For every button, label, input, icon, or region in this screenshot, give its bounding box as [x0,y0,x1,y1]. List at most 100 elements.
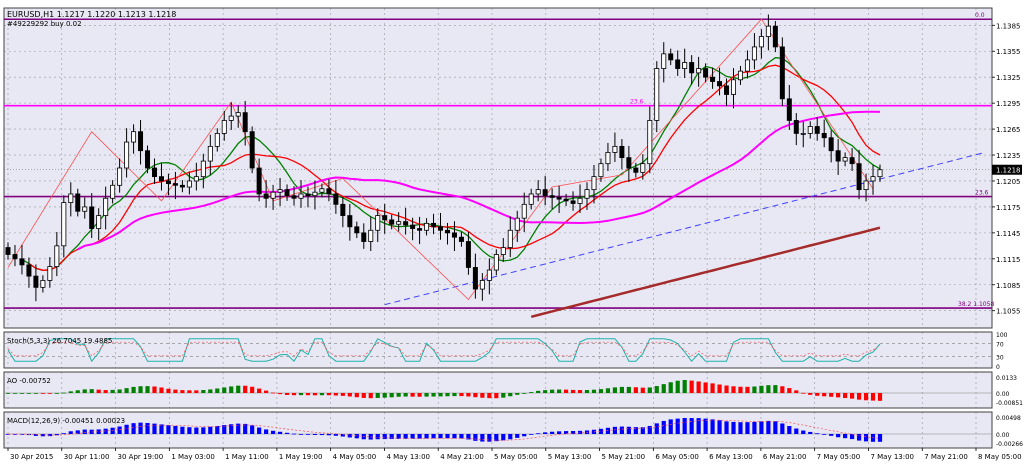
macd-bar [563,431,569,434]
macd-bar [312,434,318,435]
ao-bar [159,387,164,393]
candle-body [431,222,437,228]
price-axis: 1.1385 1.1355 1.1325 1.1295 1.1265 1.1235 1.12… [992,22,1022,316]
macd-bar [117,426,122,434]
macd-bar [298,434,304,435]
ao-bar [494,393,499,399]
candle-body [145,150,151,169]
candle-body [661,53,667,69]
ma-brown-line [530,226,881,319]
macd-bar [410,434,415,439]
ao-bar [417,393,422,397]
macd-bar [550,431,555,434]
ao-bar [298,393,304,396]
ao-bar [829,393,834,397]
ao-bar [277,393,283,395]
candle-body [703,68,709,78]
candle-body [179,184,185,188]
candle-body [424,222,430,231]
ao-bar [633,387,638,393]
time-label: 30 Apr 2015 [10,453,53,461]
ao-bar [75,390,80,393]
candle-body [751,46,757,61]
symbol-line: EURUSD,H1 1.1217 1.1220 1.1213 1.1218 [7,10,176,19]
ao-bar [68,391,73,393]
macd-bar [33,434,38,436]
candle-body [556,197,562,200]
ao-bar [257,388,262,393]
candle-body [842,157,848,162]
ao-bar [445,393,450,397]
current-price-label: 1.1218 [996,167,1021,175]
candle-body [89,206,95,229]
ao-bar [452,393,457,397]
ao-tick-label: -0.00851 [996,400,1023,407]
macd-bar [843,434,848,439]
candle-body [535,189,541,195]
macd-bar [466,434,471,440]
macd-bar [194,427,199,434]
candle-body [549,195,555,198]
ao-bar [543,390,548,393]
candle-body [717,81,723,87]
ao-bar [529,392,534,393]
candle-body [242,112,248,133]
candle-body [354,226,360,234]
macd-bar [103,428,108,434]
ao-bar [508,393,513,397]
candle-body [598,163,604,178]
trend-line [384,151,986,306]
macd-bar [689,418,694,434]
macd-bar [152,423,157,434]
time-label: 6 May 13:00 [709,453,753,461]
ao-bar [89,389,94,393]
ao-bar [19,393,25,394]
macd-bar [354,434,359,439]
macd-bar [668,419,673,434]
ao-bar [131,386,136,393]
time-label: 5 May 21:00 [602,453,646,461]
macd-bar [347,434,352,438]
macd-bar [591,429,597,434]
price-tick-label: 1.1055 [996,308,1021,316]
macd-bar [850,434,855,440]
candle-body [54,245,60,267]
ao-bar [759,385,764,393]
candle-body [807,126,813,134]
macd-bar [277,431,283,434]
macd-bar [166,425,171,434]
ao-bar [563,389,569,393]
macd-bar [180,426,185,434]
candle-body [863,180,869,191]
macd-bar [340,434,345,437]
ao-bar [26,393,32,394]
macd-bar [557,431,562,434]
ao-bar [682,380,687,393]
time-label: 1 May 03:00 [171,453,215,461]
candle-body [165,180,171,184]
ao-bar [5,393,11,394]
candle-body [207,145,213,162]
stoch-label: Stoch(5,3,3) 26.7045 19.4885 [7,337,112,345]
candle-body [326,188,332,195]
candle-body [828,137,834,152]
ao-bar [794,390,799,393]
candle-body [500,247,506,255]
candle-body [438,226,444,231]
candle-body [465,241,471,268]
macd-bar [75,430,80,434]
candle-body [110,184,116,199]
macd-bar [536,433,541,435]
ao-bar [361,393,366,398]
macd-bar [759,421,764,434]
price-tick-label: 1.1175 [996,204,1021,212]
candle-body [696,68,702,74]
macd-bar [368,434,373,440]
candle-body [458,236,464,242]
candle-body [647,120,653,165]
ao-bar [403,393,408,397]
macd-bar [326,434,331,436]
ao-bar [808,393,813,395]
